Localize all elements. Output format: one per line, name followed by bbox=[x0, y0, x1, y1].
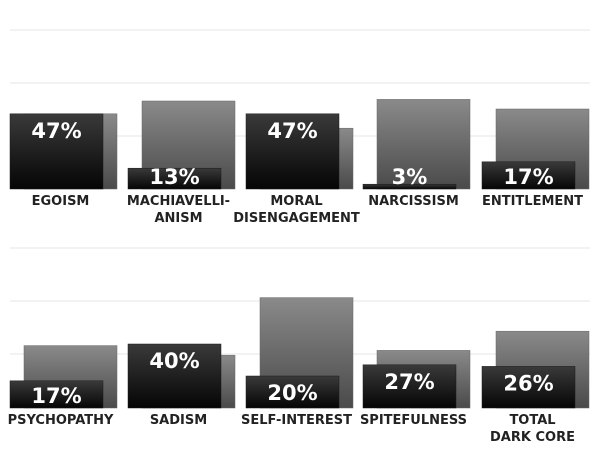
value-bar bbox=[127, 167, 222, 190]
category-label: MACHIAVELLI- ANISM bbox=[127, 194, 230, 226]
value-bar bbox=[362, 364, 457, 409]
category-label: MORAL DISENGAGEMENT bbox=[233, 194, 360, 226]
category-label-line: NARCISSISM bbox=[368, 194, 459, 209]
category-label-line: DISENGAGEMENT bbox=[233, 211, 360, 226]
category-label: PSYCHOPATHY bbox=[8, 413, 114, 428]
category-label: SADISM bbox=[150, 413, 207, 428]
data-label: 17% bbox=[503, 165, 553, 189]
value-bar bbox=[127, 343, 222, 409]
value-bar bbox=[362, 183, 457, 190]
data-label: 3% bbox=[392, 165, 428, 189]
category-label: ENTITLEMENT bbox=[482, 194, 583, 209]
value-bar bbox=[9, 380, 104, 409]
category-label: SPITEFULNESS bbox=[360, 413, 467, 428]
value-bar bbox=[245, 113, 340, 190]
data-label: 47% bbox=[267, 119, 317, 143]
data-label: 17% bbox=[31, 384, 81, 408]
category-label-line: ANISM bbox=[154, 211, 202, 226]
category-label-line: SPITEFULNESS bbox=[360, 413, 467, 428]
category-label-line: EGOISM bbox=[32, 194, 90, 209]
category-label-line: ENTITLEMENT bbox=[482, 194, 583, 209]
category-label: EGOISM bbox=[32, 194, 90, 209]
category-label: NARCISSISM bbox=[368, 194, 459, 209]
category-label-line: TOTAL bbox=[509, 413, 555, 428]
category-label-line: DARK CORE bbox=[490, 430, 575, 445]
value-bar bbox=[9, 113, 104, 190]
value-bar bbox=[245, 375, 340, 409]
category-label-line: MORAL bbox=[270, 194, 322, 209]
data-label: 26% bbox=[503, 371, 553, 395]
data-label: 40% bbox=[149, 349, 199, 373]
data-label: 27% bbox=[384, 370, 434, 394]
category-label-line: PSYCHOPATHY bbox=[8, 413, 114, 428]
category-label-line: SADISM bbox=[150, 413, 207, 428]
category-label-line: SELF-INTEREST bbox=[241, 413, 352, 428]
bars: 47% 13% 47% 3% 17% 17% 40% 20% 27% 26% bbox=[9, 99, 590, 409]
category-label: TOTAL DARK CORE bbox=[490, 413, 575, 445]
value-bar bbox=[481, 366, 576, 409]
data-label: 47% bbox=[31, 119, 81, 143]
category-label-line: MACHIAVELLI- bbox=[127, 194, 230, 209]
category-labels: EGOISM MACHIAVELLI- ANISM MORAL DISENGAGEMEN… bbox=[8, 194, 584, 445]
data-label: 20% bbox=[267, 381, 317, 405]
value-bar bbox=[481, 161, 576, 190]
reference-bar bbox=[376, 99, 471, 190]
data-label: 13% bbox=[149, 165, 199, 189]
category-label: SELF-INTEREST bbox=[241, 413, 352, 428]
